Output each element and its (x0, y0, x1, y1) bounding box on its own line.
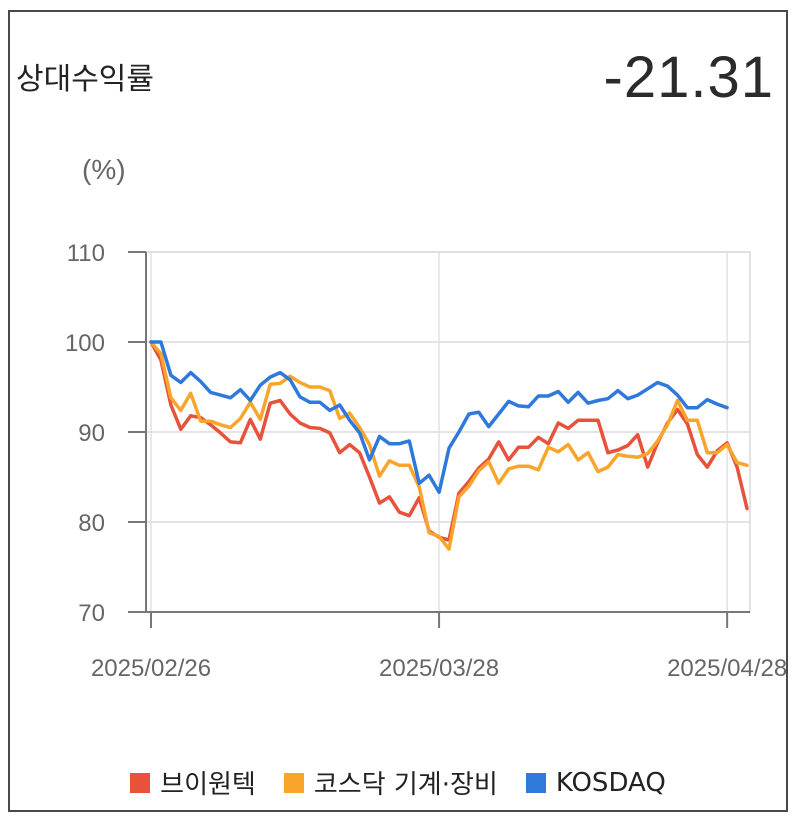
relative-return-value: -21.31 (603, 45, 774, 110)
legend-swatch-0 (130, 772, 151, 793)
chart-card: 상대수익률 -21.31 (%) 브이원텍 코스닥 기계·장비 KOSDAQ (8, 10, 788, 812)
legend-item-series-1[interactable]: 코스닥 기계·장비 (283, 764, 498, 801)
y-tick-label: 100 (65, 330, 105, 357)
legend-label-0: 브이원텍 (160, 770, 256, 800)
chart-title: 상대수익률 (16, 62, 154, 97)
legend-swatch-1 (283, 772, 304, 793)
legend-label-1: 코스닥 기계·장비 (313, 770, 498, 800)
grid (145, 251, 751, 613)
legend-swatch-2 (525, 772, 546, 793)
x-tick-label: 2025/02/26 (91, 655, 211, 682)
y-axis-unit: (%) (82, 154, 126, 185)
legend-label-2: KOSDAQ (555, 767, 666, 798)
y-tick-label: 90 (78, 420, 105, 447)
x-tick-label: 2025/04/28 (667, 655, 787, 682)
legend-item-series-0[interactable]: 브이원텍 (130, 764, 256, 801)
series-lines (149, 340, 749, 551)
series-line-2 (149, 340, 729, 495)
y-tick-label: 70 (78, 600, 105, 627)
legend-item-series-2[interactable]: KOSDAQ (525, 764, 666, 801)
y-tick-label: 110 (67, 240, 105, 267)
x-tick-label: 2025/03/28 (379, 655, 499, 682)
series-line-1 (149, 340, 749, 551)
axes: 110 100 90 80 70 2025/02/26 2025/03/28 2025/04/… (65, 240, 787, 682)
y-tick-label: 80 (78, 510, 105, 537)
legend: 브이원텍 코스닥 기계·장비 KOSDAQ (10, 764, 786, 801)
